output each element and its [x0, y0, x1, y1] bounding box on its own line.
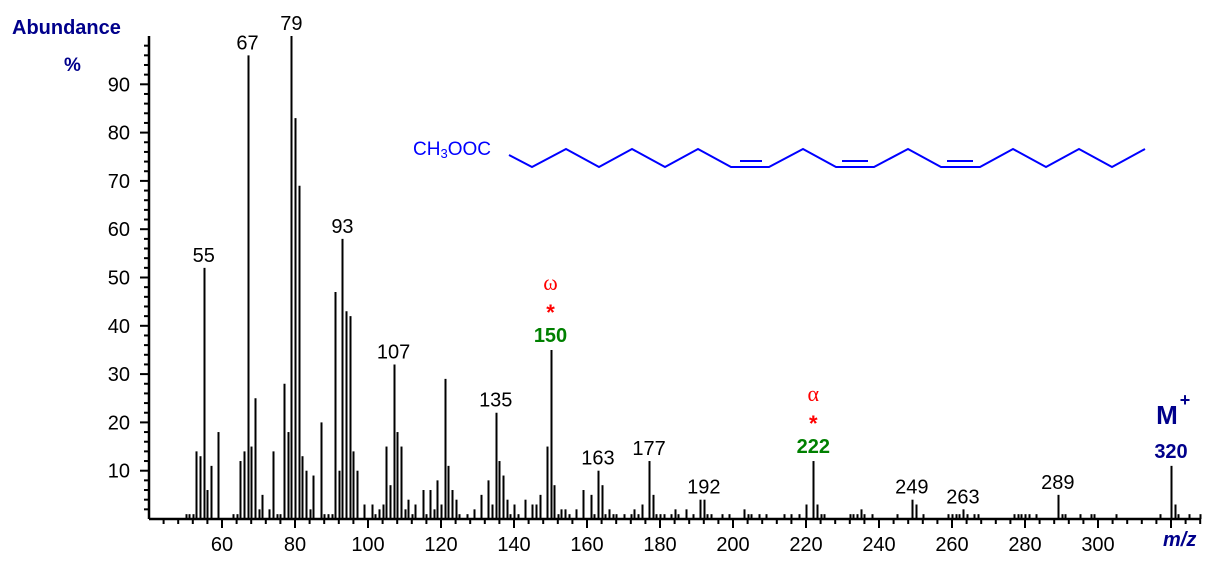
y-tick-label: 80 — [108, 123, 130, 145]
peak-label: 135 — [479, 390, 512, 412]
peak-label: 79 — [280, 13, 302, 35]
x-tick-label: 100 — [351, 534, 384, 556]
peak-label: 93 — [331, 216, 353, 238]
x-tick-label: 260 — [935, 534, 968, 556]
structure-chain — [508, 147, 1146, 169]
asterisk-marker: * — [546, 300, 555, 325]
molecular-ion-mass-label: 320 — [1154, 441, 1187, 463]
structure-label-subscript: 3 — [440, 146, 448, 161]
x-tick-label: 240 — [862, 534, 895, 556]
peak-label: 249 — [895, 477, 928, 499]
x-tick-label: 280 — [1008, 534, 1041, 556]
x-tick-label: 60 — [211, 534, 233, 556]
x-tick-label: 140 — [497, 534, 530, 556]
peak-label: 163 — [581, 448, 614, 470]
y-axis-title: Abundance — [12, 17, 121, 39]
spectrum-bars — [185, 36, 1202, 519]
greek-position-label: ω — [543, 270, 557, 295]
x-tick-label: 120 — [424, 534, 457, 556]
diagnostic-ion-label: 150 — [534, 325, 567, 347]
chemical-structure — [508, 147, 1146, 169]
x-tick-label: 220 — [789, 534, 822, 556]
axes: 60 80 100 120 140 160 180 200 220 240 260 280 300 10 2… — [108, 36, 1202, 556]
peak-label: 107 — [377, 341, 410, 363]
x-tick-label: 180 — [643, 534, 676, 556]
x-axis-title: m/z — [1163, 529, 1197, 551]
x-tick-label: 200 — [716, 534, 749, 556]
x-tick-label: 160 — [570, 534, 603, 556]
structure-ester-label: CH3OOC — [413, 139, 491, 161]
y-tick-label: 20 — [108, 412, 130, 434]
peak-label: 55 — [193, 245, 215, 267]
y-tick-label: 70 — [108, 171, 130, 193]
y-tick-label: 60 — [108, 219, 130, 241]
structure-label-prefix: CH — [413, 139, 441, 160]
peak-label: 192 — [687, 477, 720, 499]
asterisk-marker: * — [809, 411, 818, 436]
y-tick-label: 30 — [108, 364, 130, 386]
molecular-ion-label: M — [1156, 400, 1178, 430]
y-tick-label: 40 — [108, 316, 130, 338]
peak-label: 67 — [236, 32, 258, 54]
y-tick-label: 50 — [108, 268, 130, 290]
y-tick-label: 90 — [108, 74, 130, 96]
molecular-ion-charge: + — [1180, 390, 1191, 410]
greek-position-label: α — [808, 381, 820, 406]
y-tick-label: 10 — [108, 461, 130, 483]
x-tick-label: 80 — [284, 534, 306, 556]
peak-label: 289 — [1041, 472, 1074, 494]
structure-label-suffix: OOC — [447, 139, 491, 160]
peak-label: 263 — [946, 486, 979, 508]
x-tick-label: 300 — [1081, 534, 1114, 556]
diagnostic-ion-label: 222 — [797, 436, 830, 458]
peak-label: 177 — [632, 438, 665, 460]
y-axis-unit: % — [64, 55, 81, 76]
